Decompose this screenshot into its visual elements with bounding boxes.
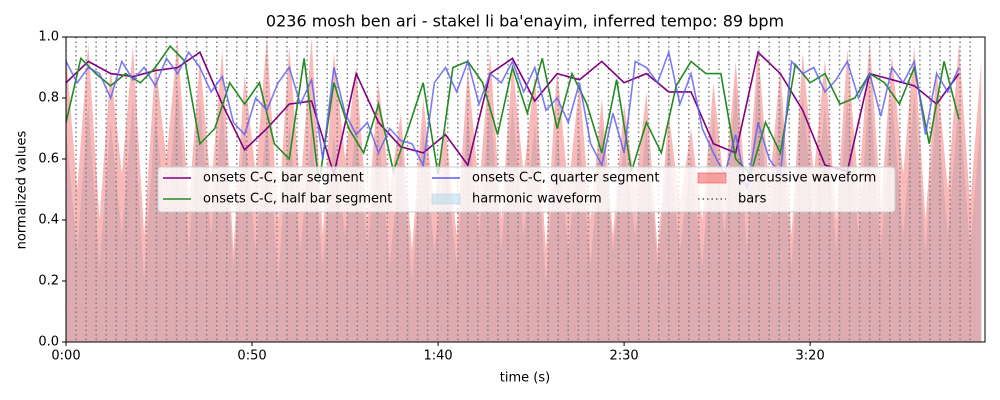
legend-label: onsets C-C, bar segment — [203, 171, 364, 186]
x-tick-label: 3:20 — [796, 349, 825, 364]
onset-line — [66, 49, 960, 190]
legend-label: onsets C-C, quarter segment — [472, 171, 659, 186]
onset-line — [66, 44, 960, 184]
waveform-area — [66, 73, 982, 342]
legend-label: bars — [738, 192, 767, 207]
legend-swatch — [431, 193, 461, 205]
x-tick-label: 0:00 — [51, 349, 80, 364]
y-tick-label: 0.8 — [38, 91, 59, 106]
y-tick-label: 1.0 — [38, 30, 59, 45]
x-tick-label: 2:30 — [609, 349, 638, 364]
legend-label: onsets C-C, half bar segment — [203, 192, 392, 207]
plot-frame — [65, 36, 986, 343]
legend: onsets C-C, bar segment onsets C-C, half … — [157, 166, 896, 213]
x-tick-label: 1:40 — [423, 349, 452, 364]
legend-label: percussive waveform — [738, 171, 876, 186]
x-tick-label: 0:50 — [237, 349, 266, 364]
x-axis-label: time (s) — [500, 371, 550, 386]
y-tick-label: 0.6 — [38, 152, 59, 167]
y-axis-label: normalized values — [15, 130, 30, 249]
y-tick-label: 0.2 — [38, 274, 59, 289]
chart-title: 0236 mosh ben ari - stakel li ba'enayim,… — [266, 12, 784, 31]
legend-label: harmonic waveform — [472, 192, 602, 207]
y-tick-label: 0.4 — [38, 213, 59, 228]
legend-swatch — [697, 172, 727, 184]
y-tick-label: 0.0 — [38, 335, 59, 350]
